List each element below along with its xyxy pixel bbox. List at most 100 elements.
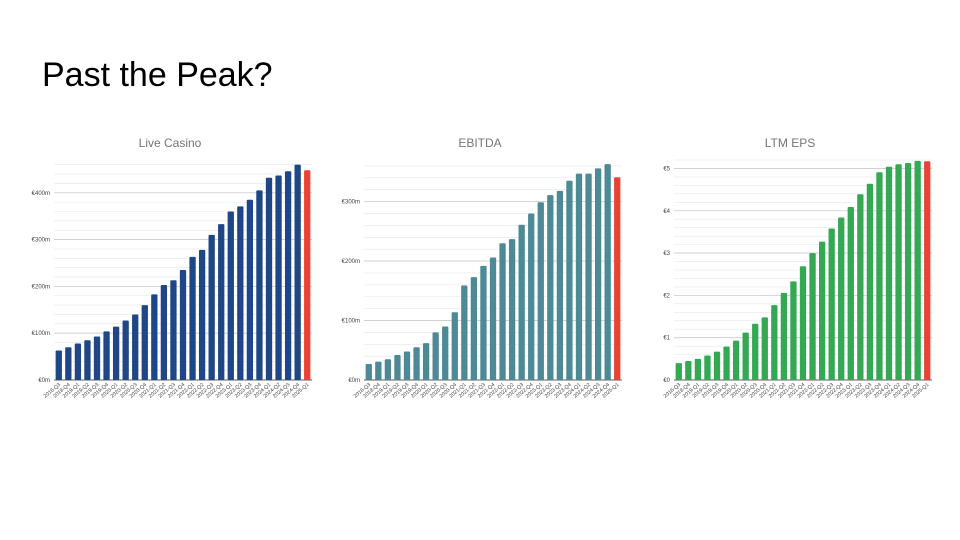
bar: 2024-Q1: 347	[575, 173, 583, 380]
bar: 2022-Q1: 3	[809, 253, 816, 380]
bar: 2022-Q2: 3.27	[818, 241, 826, 380]
y-tick-label: €300m	[342, 200, 360, 206]
bar: 2023-Q3: 318	[556, 190, 564, 380]
slide-title: Past the Peak?	[42, 56, 273, 94]
bar: 2019-Q1: 35	[384, 359, 392, 380]
chart-live-casino: Live Casino €0m €100m €200m €300m €400m 2018-…	[20, 128, 320, 418]
bar: 2020-Q4: 114	[451, 312, 458, 380]
bar: 2023-Q1: 299	[537, 202, 544, 380]
y-tick-label: €0	[663, 378, 670, 384]
bar: 2024-Q3: 5.13	[904, 162, 912, 380]
bar: 2022-Q3: 3.58	[828, 228, 835, 380]
y-tick-label: €2	[663, 293, 670, 299]
bar: 2020-Q1: 114	[112, 326, 120, 380]
bar-latest: 2025-Q1: 5.17	[924, 161, 931, 380]
bar: 2020-Q2: 127	[122, 320, 129, 380]
y-tick-label: €200m	[32, 284, 50, 290]
bar: 2022-Q1: 263	[189, 256, 196, 380]
bar: 2024-Q4: 5.18	[914, 160, 921, 380]
bar: 2020-Q4: 1.48	[761, 317, 768, 380]
bar: 2018-Q3: 0.4	[675, 363, 682, 380]
bar: 2019-Q3: 0.67	[713, 351, 721, 380]
bar: 2019-Q3: 93	[93, 336, 101, 380]
bar: 2019-Q2: 42	[394, 355, 401, 380]
bar: 2023-Q2: 371	[237, 206, 244, 380]
bar: 2022-Q2: 237	[508, 239, 516, 380]
bar: 2022-Q1: 230	[499, 243, 506, 380]
bar: 2022-Q4: 280	[528, 213, 535, 380]
y-tick-label: €0m	[348, 378, 360, 384]
bar: 2020-Q3: 90	[442, 326, 449, 380]
bar: 2023-Q1: 4.09	[847, 206, 854, 380]
bar: 2023-Q2: 311	[547, 195, 554, 380]
bar: 2022-Q4: 3.84	[838, 217, 845, 380]
bar: 2024-Q2: 5.1	[895, 164, 902, 380]
chart-title: LTM EPS	[764, 136, 816, 150]
bar-chart: €0m €100m €200m €300m €400m 2018-Q3: 632018-Q…	[32, 164, 312, 400]
bar: 2022-Q4: 333	[218, 224, 225, 380]
y-tick-label: €100m	[342, 319, 360, 325]
bar: 2024-Q4: 363	[604, 164, 611, 380]
bar: 2023-Q3: 4.64	[866, 183, 874, 380]
bar: 2019-Q1: 0.5	[694, 358, 702, 380]
bar: 2020-Q1: 62	[422, 343, 430, 380]
y-tick-label: €1	[663, 336, 670, 342]
chart-title: Live Casino	[138, 136, 202, 150]
y-tick-label: €4	[663, 209, 670, 215]
bar: 2022-Q2: 278	[198, 249, 206, 380]
bar: 2019-Q4: 104	[103, 331, 110, 380]
bar: 2021-Q1: 183	[151, 294, 158, 380]
y-tick-label: €400m	[32, 191, 50, 197]
bar: 2018-Q3: 27	[365, 363, 372, 380]
bar: 2021-Q4: 2.69	[799, 266, 807, 380]
y-tick-label: €200m	[342, 259, 360, 265]
bar: 2020-Q3: 1.33	[752, 323, 759, 380]
bar: 2021-Q3: 213	[170, 280, 177, 380]
bar: 2024-Q2: 437	[275, 175, 282, 380]
bar: 2023-Q1: 360	[227, 211, 234, 380]
bar: 2021-Q1: 159	[461, 285, 468, 380]
bar: 2019-Q4: 55	[413, 347, 420, 380]
bar: 2020-Q1: 0.93	[732, 340, 740, 380]
bar: 2019-Q4: 0.79	[723, 346, 730, 380]
bar: 2024-Q1: 5.04	[885, 166, 893, 380]
bar: 2019-Q3: 48	[403, 351, 411, 380]
bar: 2021-Q4: 235	[179, 270, 187, 380]
y-tick-label: €3	[663, 251, 670, 257]
bar: 2019-Q2: 0.58	[704, 355, 711, 380]
bar: 2023-Q4: 335	[566, 180, 573, 380]
bar: 2022-Q3: 310	[208, 234, 215, 380]
bar: 2021-Q2: 173	[470, 277, 478, 380]
bar: 2024-Q3: 356	[594, 168, 602, 380]
bar: 2021-Q3: 192	[480, 265, 487, 380]
bar: 2024-Q3: 446	[284, 171, 292, 380]
bar: 2018-Q4: 0.45	[685, 360, 692, 380]
bar: 2024-Q2: 347	[585, 173, 592, 380]
bar: 2024-Q4: 460	[294, 164, 301, 380]
bar: 2023-Q2: 4.39	[857, 194, 864, 380]
chart-title: EBITDA	[458, 136, 502, 150]
bar: 2018-Q4: 70	[65, 347, 72, 380]
chart-ebitda: EBITDA €0m €100m €200m €300m 2018-Q3: 272018…	[330, 128, 630, 418]
bar: 2021-Q3: 2.33	[790, 281, 797, 380]
bar: 2020-Q2: 1.12	[742, 332, 749, 380]
y-tick-label: €0m	[38, 378, 50, 384]
bar: 2021-Q2: 2.06	[780, 292, 788, 380]
bar-latest: 2025-Q1: 341	[614, 177, 621, 380]
bar: 2019-Q2: 85	[84, 340, 91, 380]
bar: 2023-Q4: 405	[256, 190, 263, 380]
bar: 2021-Q4: 206	[489, 257, 497, 380]
bar-latest: 2025-Q1: 448	[304, 170, 311, 380]
bar: 2018-Q3: 63	[55, 350, 62, 380]
y-tick-label: €300m	[32, 238, 50, 244]
bar: 2023-Q3: 385	[246, 199, 254, 380]
bar: 2021-Q1: 1.77	[771, 305, 778, 380]
y-tick-label: €5	[663, 166, 670, 172]
bar: 2024-Q1: 432	[265, 177, 273, 380]
bar: 2020-Q4: 160	[141, 305, 148, 380]
bar: 2018-Q4: 31	[375, 361, 382, 380]
bar: 2020-Q2: 80	[432, 332, 439, 380]
